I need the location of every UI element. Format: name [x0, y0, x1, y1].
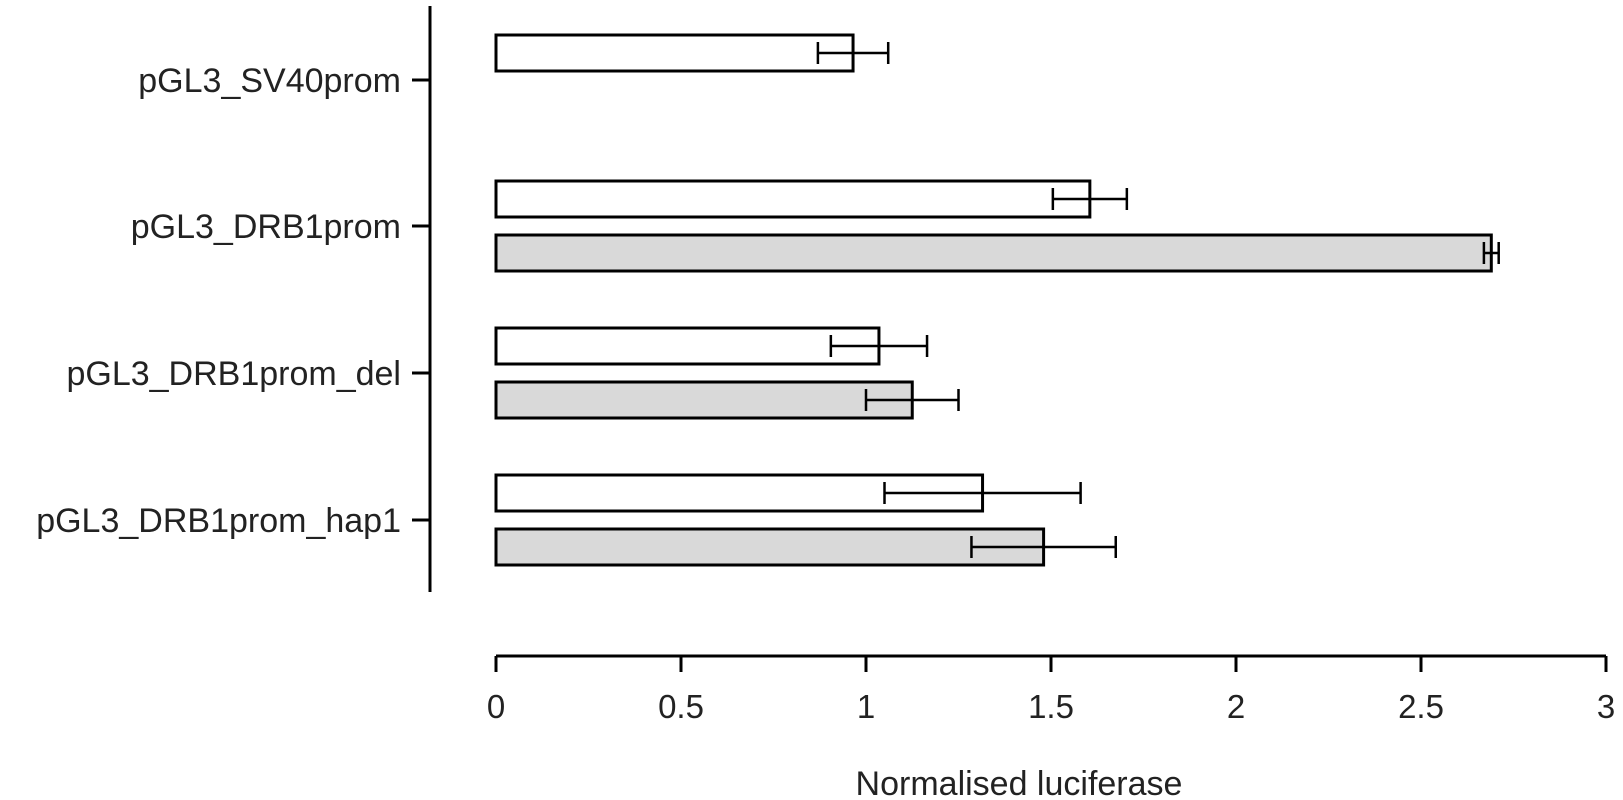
x-tick-label: 2.5: [1398, 688, 1444, 725]
value-axis-ticks: 0 0.5 1 1.5 2 2.5 3: [487, 656, 1615, 725]
bars: [494, 33, 1493, 567]
x-tick-label: 1.5: [1028, 688, 1074, 725]
bar: [494, 380, 914, 420]
x-tick-label: 0.5: [658, 688, 704, 725]
bar: [494, 233, 1493, 273]
category-axis: pGL3_SV40prom pGL3_DRB1prom pGL3_DRB1prom_…: [36, 62, 430, 540]
error-bars: [816, 42, 1500, 558]
category-label: pGL3_SV40prom: [138, 62, 401, 100]
x-tick-label: 3: [1597, 688, 1615, 725]
bar: [494, 326, 881, 366]
bar: [494, 33, 855, 73]
category-label: pGL3_DRB1prom_del: [66, 355, 401, 393]
category-label: pGL3_DRB1prom: [131, 208, 401, 246]
bar: [494, 179, 1092, 219]
bar: [494, 527, 1046, 567]
x-tick-label: 0: [487, 688, 505, 725]
x-axis-title: Normalised luciferase: [856, 765, 1183, 800]
x-tick-label: 1: [857, 688, 875, 725]
category-label: pGL3_DRB1prom_hap1: [36, 502, 401, 540]
x-tick-label: 2: [1227, 688, 1245, 725]
